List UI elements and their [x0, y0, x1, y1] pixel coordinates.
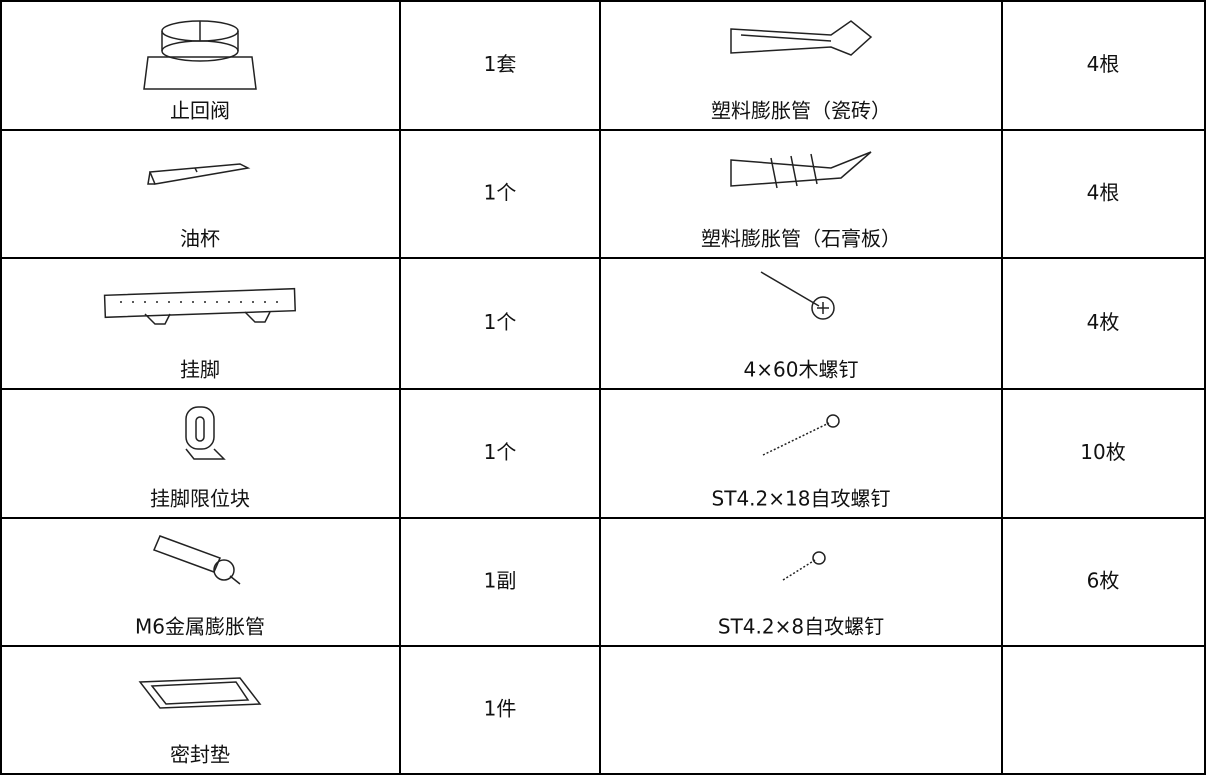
part-quantity: 4根 [1087, 181, 1120, 205]
part-name: M6金属膨胀管 [135, 615, 265, 639]
part-name: 密封垫 [170, 743, 230, 767]
part-quantity: 1件 [484, 697, 517, 721]
part-quantity: 4根 [1087, 52, 1120, 76]
part-icon [760, 271, 835, 320]
part-icon [152, 535, 241, 585]
part-icon [147, 163, 251, 185]
part-quantity: 1副 [484, 569, 517, 593]
part-name: 塑料膨胀管（瓷砖） [711, 99, 891, 123]
part-icon [782, 551, 826, 581]
part-name: 油杯 [180, 227, 220, 251]
part-name: 止回阀 [170, 99, 230, 123]
part-icon [762, 414, 840, 456]
part-name: 挂脚限位块 [150, 487, 250, 511]
part-icon [138, 677, 262, 709]
part-icon [143, 20, 257, 90]
part-quantity: 1套 [484, 52, 517, 76]
part-icon [185, 406, 226, 460]
part-name: 4×60木螺钉 [744, 358, 859, 382]
part-quantity: 1个 [484, 310, 517, 334]
part-icon [103, 287, 296, 325]
part-quantity: 10枚 [1080, 440, 1125, 464]
part-name: 挂脚 [180, 358, 220, 382]
part-name: ST4.2×8自攻螺钉 [718, 615, 884, 639]
part-quantity: 4枚 [1087, 310, 1120, 334]
part-quantity: 1个 [484, 181, 517, 205]
part-name: 塑料膨胀管（石膏板） [701, 227, 901, 251]
part-icon [730, 151, 872, 189]
part-icon [730, 20, 873, 56]
part-quantity: 6枚 [1087, 569, 1120, 593]
part-quantity: 1个 [484, 440, 517, 464]
part-name: ST4.2×18自攻螺钉 [712, 487, 891, 511]
